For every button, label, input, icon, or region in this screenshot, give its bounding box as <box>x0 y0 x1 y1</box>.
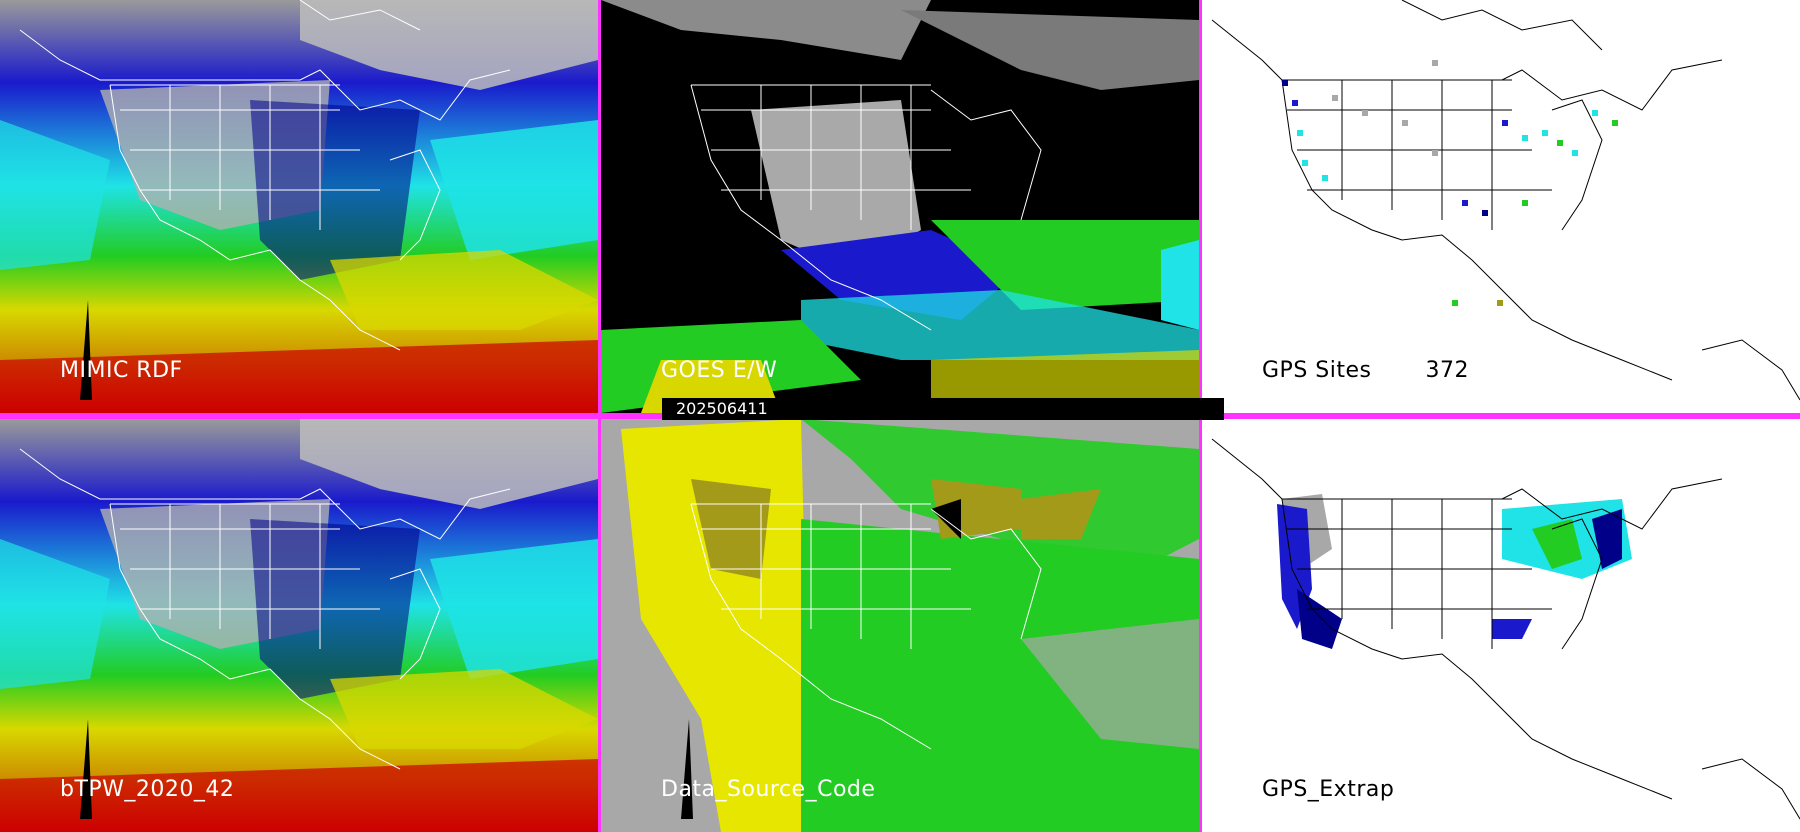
goes-map-image <box>601 0 1199 413</box>
gps-site-count: 372 <box>1425 358 1469 383</box>
gps-site-markers <box>1282 60 1618 306</box>
panel-gps-extrap: GPS_Extrap <box>1202 419 1800 832</box>
panel-label: MIMIC RDF <box>60 358 183 383</box>
panel-data-source-code: Data_Source_Code <box>601 419 1199 832</box>
tpw-map-image <box>0 419 598 832</box>
separator-vertical-left <box>598 0 601 832</box>
gps-sites-map-image <box>1202 0 1800 413</box>
panel-goes-ew: GOES E/W <box>601 0 1199 413</box>
timestamp-label: 202506411 <box>662 398 1224 420</box>
panel-label: GOES E/W <box>661 358 778 383</box>
gps-extrap-map-image <box>1202 419 1800 832</box>
dsc-map-image <box>601 419 1199 832</box>
panel-bitpw: bTPW_2020_42 <box>0 419 598 832</box>
panel-gps-sites: GPS Sites 372 <box>1202 0 1800 413</box>
panel-label: GPS Sites 372 <box>1262 358 1469 383</box>
panel-label: bTPW_2020_42 <box>60 777 235 802</box>
panel-label: Data_Source_Code <box>661 777 876 802</box>
panel-mimic-rdf: MIMIC RDF <box>0 0 598 413</box>
tpw-map-image <box>0 0 598 413</box>
panel-label: GPS_Extrap <box>1262 777 1395 802</box>
